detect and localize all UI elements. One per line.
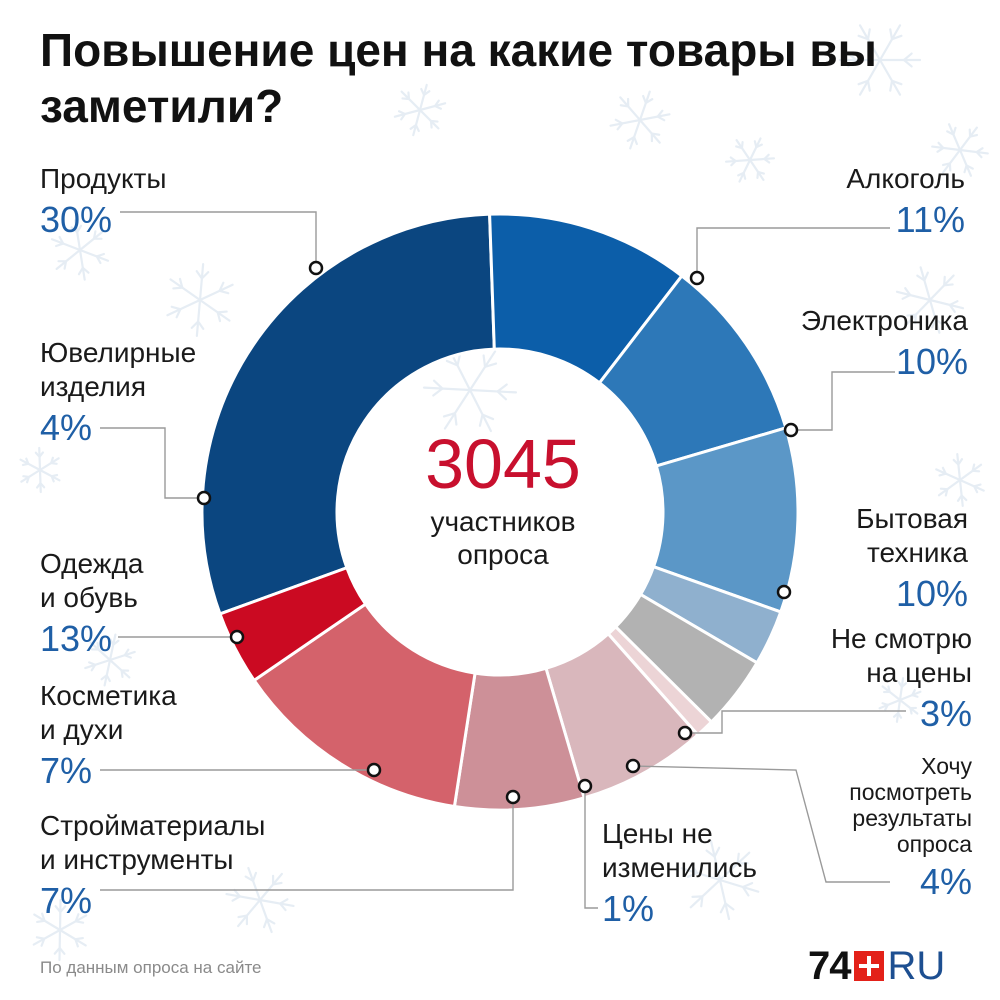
slice-percent-5: 3% bbox=[920, 693, 972, 734]
snowflake-icon bbox=[931, 123, 989, 177]
slice-percent-3: 10% bbox=[896, 341, 968, 382]
slice-marker-dot bbox=[783, 422, 799, 438]
slice-11 bbox=[218, 565, 368, 683]
slice-label-9-line-1: Косметика bbox=[40, 680, 177, 711]
slice-label-9-line-2: и духи bbox=[40, 714, 123, 745]
leader-line bbox=[100, 797, 514, 891]
slice-label-3-line-1: Электроника bbox=[801, 305, 969, 336]
snowflake-icon bbox=[895, 266, 965, 334]
slice-label-11-line-1: Ювелирные bbox=[40, 337, 196, 368]
respondents-count: 3045 bbox=[425, 425, 581, 503]
slice-percent-8: 7% bbox=[40, 880, 92, 921]
slice-marker-dot bbox=[196, 490, 212, 506]
slice-marker-dot bbox=[577, 778, 593, 794]
slice-label-6-line-1: Хочу bbox=[921, 753, 972, 779]
snowflake-icon bbox=[50, 219, 110, 281]
slice-label-11-line-2: изделия bbox=[40, 371, 146, 402]
snowflake-icon bbox=[32, 898, 88, 962]
logo-suffix: RU bbox=[887, 943, 946, 988]
snowflake-icon bbox=[393, 83, 447, 137]
slice-percent-4: 10% bbox=[896, 573, 968, 614]
slice-marker-dot bbox=[689, 270, 705, 286]
snowflake-icon bbox=[422, 347, 518, 433]
slice-marker-dot bbox=[677, 725, 693, 741]
slice-marker-dot bbox=[229, 629, 245, 645]
leader-line bbox=[120, 211, 317, 268]
slice-label-1-line-1: Продукты bbox=[40, 163, 167, 194]
slice-marker-dot bbox=[625, 758, 641, 774]
leader-line bbox=[685, 710, 906, 734]
leader-line bbox=[100, 427, 204, 499]
logo-74ru: 74 RU bbox=[808, 944, 945, 988]
slice-label-4-line-1: Бытовая bbox=[856, 503, 968, 534]
slice-percent-6: 4% bbox=[920, 861, 972, 902]
center-caption-line-2: опроса bbox=[457, 539, 549, 570]
leader-line bbox=[584, 786, 598, 909]
snowflake-icon bbox=[609, 90, 671, 150]
slice-label-10-line-2: и обувь bbox=[40, 582, 138, 613]
snowflake-icon bbox=[680, 839, 760, 921]
slice-label-5-line-2: на цены bbox=[866, 657, 972, 688]
leader-line bbox=[791, 371, 895, 431]
source-note: По данным опроса на сайте bbox=[40, 958, 262, 977]
slice-percent-10: 13% bbox=[40, 618, 112, 659]
center-label: 3045 участников опроса bbox=[425, 425, 581, 570]
slice-label-2-line-1: Алкоголь bbox=[846, 163, 965, 194]
slice-label-7-line-2: изменились bbox=[602, 852, 757, 883]
slice-percent-9: 7% bbox=[40, 750, 92, 791]
slice-label-5-line-1: Не смотрю bbox=[831, 623, 972, 654]
slice-marker-dot bbox=[505, 789, 521, 805]
slice-percent-1: 30% bbox=[40, 199, 112, 240]
slice-marker-dot bbox=[308, 260, 324, 276]
slice-percent-11: 4% bbox=[40, 407, 92, 448]
leader-line bbox=[696, 227, 890, 278]
snowflake-icon bbox=[935, 453, 985, 507]
snowflake-icon bbox=[19, 446, 61, 494]
slice-percent-2: 11% bbox=[896, 199, 965, 240]
snowflake-icon bbox=[166, 263, 234, 337]
slice-label-8-line-1: Стройматериалы bbox=[40, 810, 265, 841]
chart-title: Повышение цен на какие товары вы заметил… bbox=[40, 24, 877, 132]
snowflake-icon bbox=[225, 866, 295, 934]
donut-slices bbox=[200, 212, 800, 812]
slice-marker-dot bbox=[366, 762, 382, 778]
slice-label-6-line-2: посмотреть bbox=[849, 779, 972, 805]
slice-label-4-line-2: техника bbox=[867, 537, 968, 568]
slice-label-6-line-4: опроса bbox=[897, 831, 972, 857]
logo-plus-icon bbox=[853, 951, 884, 981]
slice-label-8-line-2: и инструменты bbox=[40, 844, 234, 875]
snowflake-icon bbox=[84, 633, 136, 687]
snowflake-icon bbox=[878, 677, 922, 723]
center-caption-line-1: участников bbox=[430, 506, 575, 537]
leader-lines bbox=[100, 211, 906, 909]
slice-label-10-line-1: Одежда bbox=[40, 548, 144, 579]
slice-1 bbox=[200, 212, 496, 616]
logo-number: 74 bbox=[808, 943, 851, 988]
slice-marker-dot bbox=[776, 584, 792, 600]
slice-label-6-line-3: результаты bbox=[852, 805, 972, 831]
snowflake-icon bbox=[724, 137, 776, 183]
leader-line bbox=[632, 765, 890, 883]
snowflake-icon bbox=[838, 24, 922, 96]
slice-percent-7: 1% bbox=[602, 888, 654, 929]
slice-labels: Продукты 30% Алкоголь 11% Электроника 10% Быто… bbox=[40, 163, 972, 929]
slice-label-7-line-1: Цены не bbox=[602, 818, 713, 849]
